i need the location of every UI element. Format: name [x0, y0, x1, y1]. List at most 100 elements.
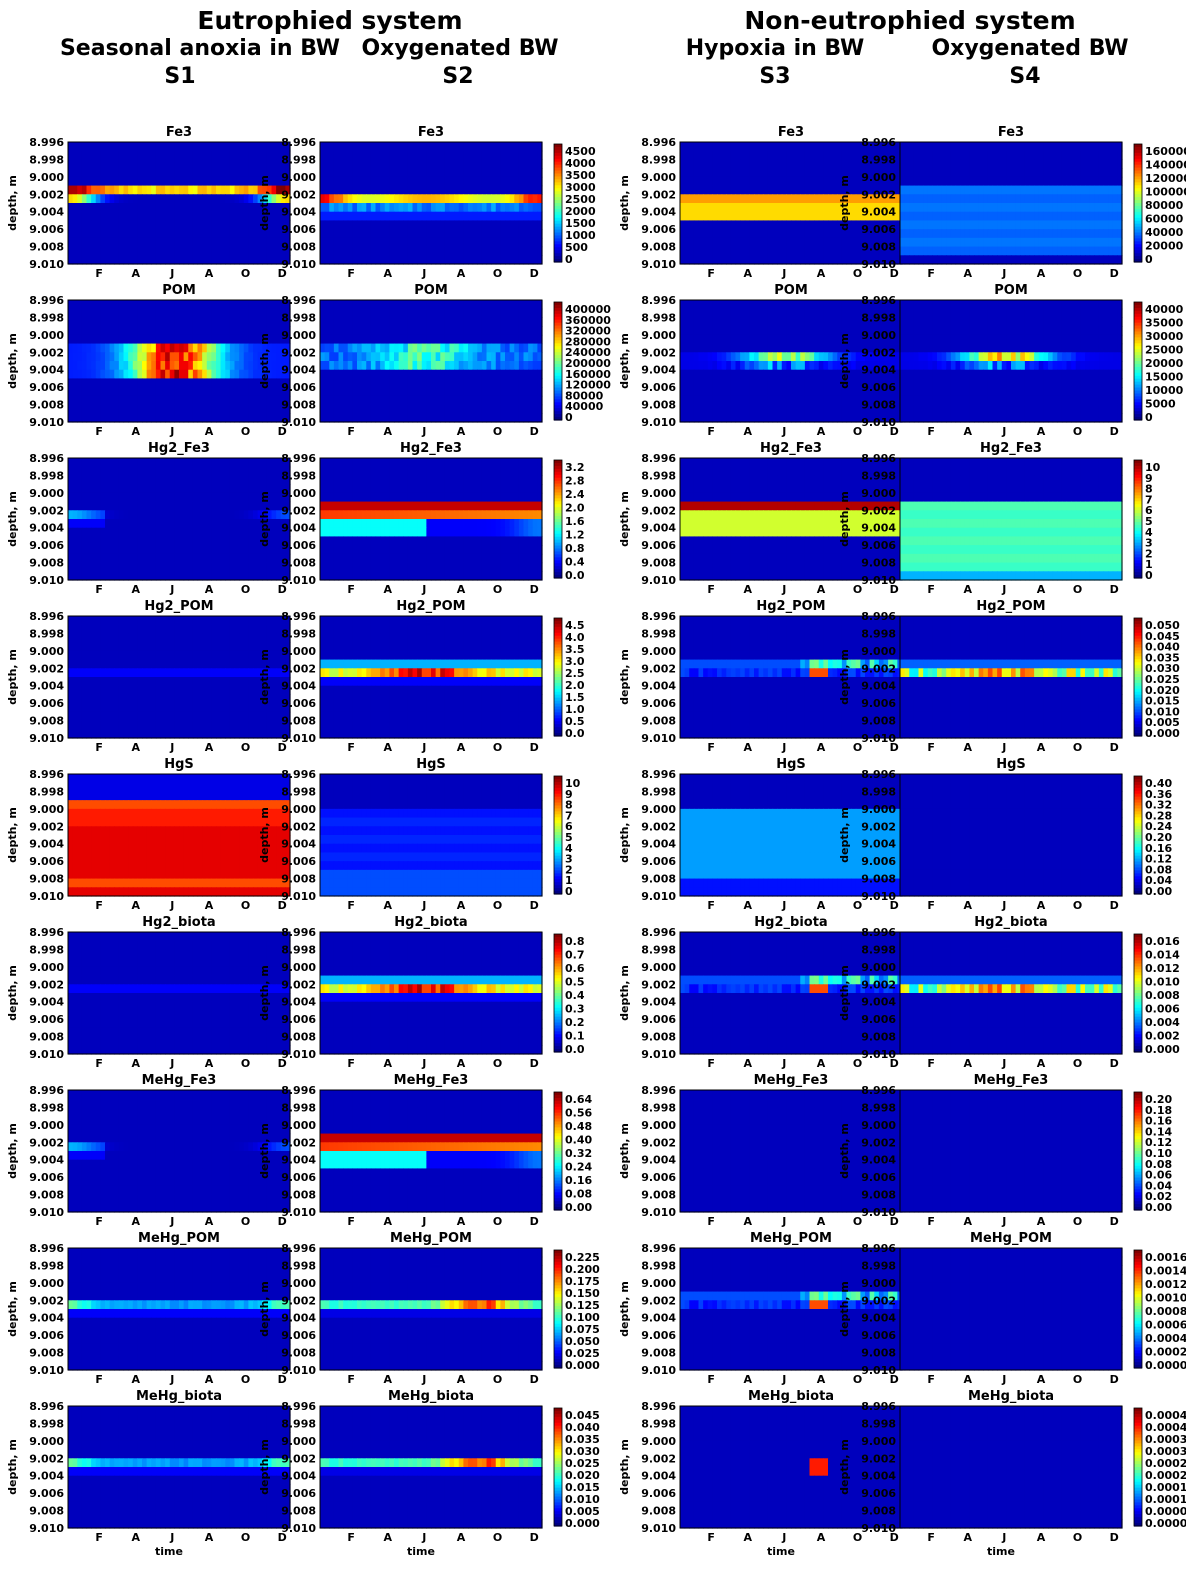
heatmap-cell: [777, 186, 782, 195]
heatmap-cell: [800, 344, 805, 353]
heatmap-cell: [239, 247, 244, 256]
heatmap-cell: [431, 255, 436, 264]
heatmap-cell: [828, 159, 833, 168]
heatmap-cell: [221, 168, 226, 177]
heatmap-cell: [188, 352, 193, 361]
heatmap-cell: [198, 413, 203, 422]
heatmap-cell: [1080, 220, 1085, 229]
heatmap-cell: [969, 168, 974, 177]
heatmap-cell: [731, 326, 736, 335]
heatmap-cell: [82, 326, 87, 335]
heatmap-cell: [91, 247, 96, 256]
heatmap-cell: [528, 229, 533, 238]
y-axis-label: depth, m: [258, 175, 271, 231]
heatmap-cell: [828, 142, 833, 151]
heatmap-cell: [810, 405, 815, 414]
heatmap-cell: [533, 203, 538, 212]
heatmap-cell: [91, 229, 96, 238]
heatmap-cell: [408, 378, 413, 387]
heatmap-cell: [951, 194, 956, 203]
heatmap-cell: [272, 300, 277, 309]
heatmap-cell: [533, 247, 538, 256]
heatmap-cell: [482, 413, 487, 422]
heatmap-cell: [413, 352, 418, 361]
heatmap-cell: [491, 309, 496, 318]
heatmap-cell: [1020, 142, 1025, 151]
heatmap-cell: [800, 220, 805, 229]
heatmap-cell: [68, 194, 73, 203]
colorbar-tick-label: 0: [565, 253, 573, 266]
heatmap-cell: [239, 229, 244, 238]
heatmap-cell: [726, 194, 731, 203]
heatmap-cell: [174, 361, 179, 370]
heatmap-cell: [814, 387, 819, 396]
heatmap-cell: [712, 396, 717, 405]
heatmap-cell: [1043, 177, 1048, 186]
heatmap-cell: [491, 352, 496, 361]
heatmap-cell: [773, 396, 778, 405]
heatmap-cell: [114, 177, 119, 186]
heatmap-cell: [851, 335, 856, 344]
heatmap-cell: [221, 396, 226, 405]
heatmap-cell: [763, 220, 768, 229]
heatmap-cell: [82, 300, 87, 309]
heatmap-cell: [796, 142, 801, 151]
heatmap-cell: [339, 405, 344, 414]
heatmap-cell: [731, 229, 736, 238]
heatmap-cell: [514, 194, 519, 203]
heatmap-cell: [211, 361, 216, 370]
heatmap-cell: [110, 370, 115, 379]
heatmap-cell: [773, 344, 778, 353]
heatmap-cell: [385, 142, 390, 151]
heatmap-cell: [225, 413, 230, 422]
heatmap-cell: [366, 151, 371, 160]
heatmap-cell: [147, 413, 152, 422]
heatmap-cell: [842, 255, 847, 264]
heatmap-cell: [477, 413, 482, 422]
heatmap-cell: [463, 142, 468, 151]
heatmap-cell: [403, 212, 408, 221]
heatmap-cell: [519, 238, 524, 247]
heatmap-cell: [482, 168, 487, 177]
heatmap-cell: [800, 309, 805, 318]
heatmap-cell: [974, 151, 979, 160]
heatmap-cell: [235, 370, 240, 379]
heatmap-cell: [1099, 177, 1104, 186]
heatmap-cell: [376, 413, 381, 422]
heatmap-cell: [496, 177, 501, 186]
heatmap-cell: [244, 352, 249, 361]
heatmap-cell: [800, 255, 805, 264]
heatmap-cell: [685, 344, 690, 353]
heatmap-cell: [334, 247, 339, 256]
heatmap-cell: [408, 352, 413, 361]
x-tick-label: D: [1110, 267, 1119, 280]
heatmap-cell: [137, 203, 142, 212]
heatmap-cell: [528, 405, 533, 414]
heatmap-cell: [496, 335, 501, 344]
heatmap-cell: [919, 194, 924, 203]
heatmap-cell: [905, 194, 910, 203]
heatmap-cell: [773, 238, 778, 247]
heatmap-cell: [851, 405, 856, 414]
heatmap-cell: [193, 370, 198, 379]
heatmap-cell: [1099, 255, 1104, 264]
heatmap-cell: [694, 378, 699, 387]
heatmap-cell: [399, 413, 404, 422]
heatmap-cell: [105, 378, 110, 387]
heatmap-cell: [198, 177, 203, 186]
heatmap-cell: [202, 212, 207, 221]
heatmap-cell: [137, 361, 142, 370]
heatmap-cell: [91, 194, 96, 203]
heatmap-cell: [156, 405, 161, 414]
heatmap-cell: [1057, 229, 1062, 238]
heatmap-cell: [699, 168, 704, 177]
heatmap-cell: [810, 177, 815, 186]
heatmap-cell: [796, 212, 801, 221]
heatmap-cell: [731, 186, 736, 195]
heatmap-cell: [487, 255, 492, 264]
heatmap-cell: [91, 413, 96, 422]
heatmap-cell: [1057, 203, 1062, 212]
heatmap-cell: [403, 159, 408, 168]
heatmap-cell: [988, 186, 993, 195]
heatmap-cell: [694, 413, 699, 422]
